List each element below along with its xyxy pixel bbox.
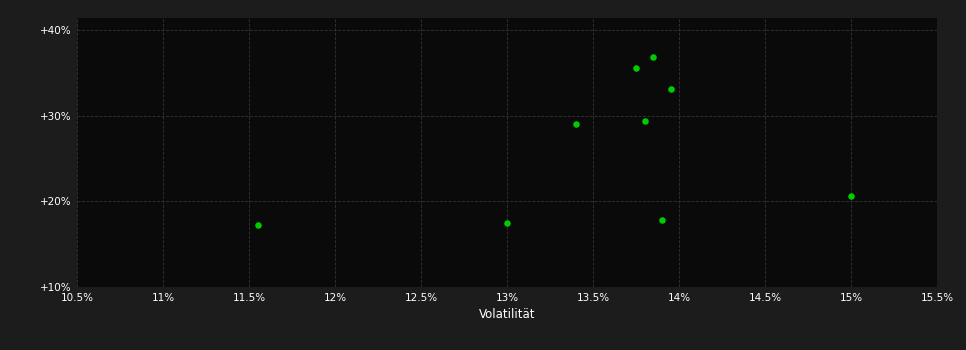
Point	[568, 121, 583, 126]
Point	[843, 194, 859, 199]
Point	[663, 86, 678, 91]
Point	[654, 217, 669, 223]
Point	[250, 223, 266, 228]
Point	[499, 220, 515, 226]
Point	[629, 65, 644, 71]
X-axis label: Volatilität: Volatilität	[479, 308, 535, 321]
Point	[645, 54, 661, 60]
Point	[637, 118, 652, 124]
